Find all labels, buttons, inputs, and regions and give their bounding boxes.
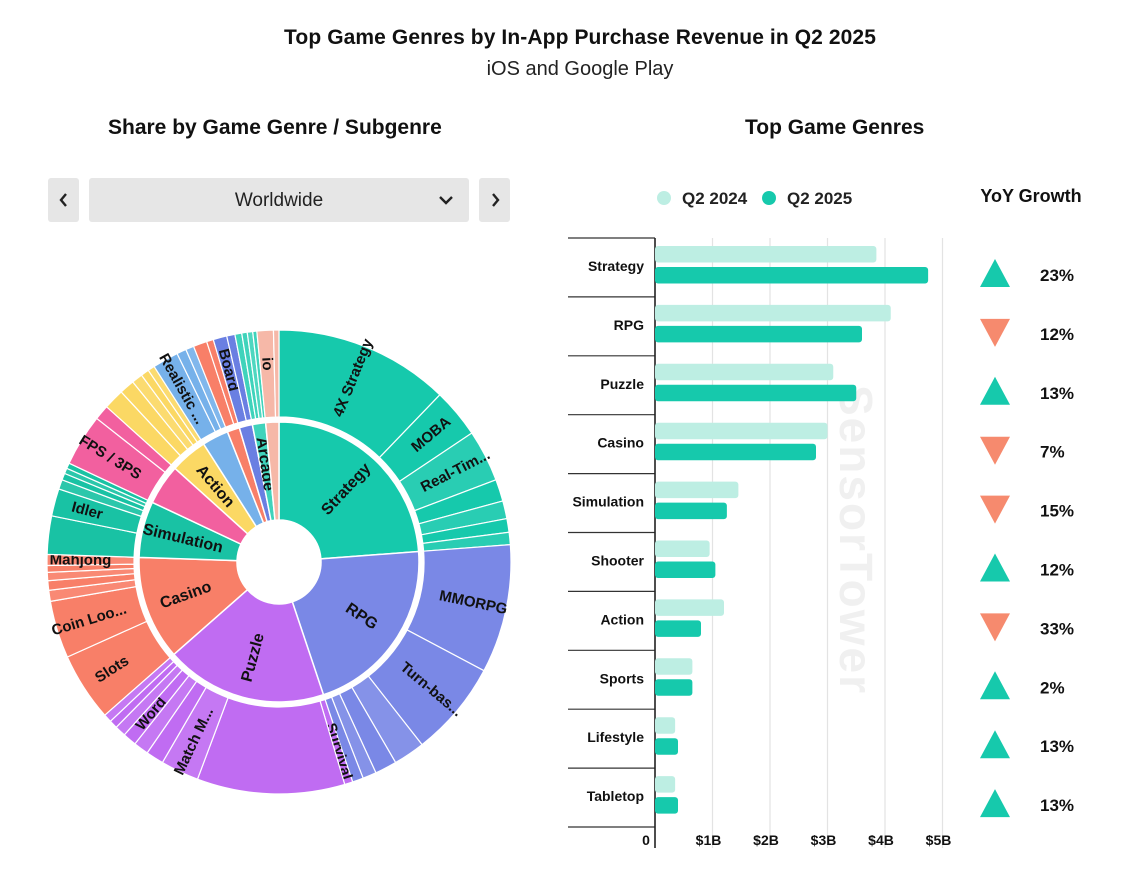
category-label-puzzle: Puzzle	[600, 376, 644, 392]
sunburst-center-hole	[237, 520, 321, 604]
chevron-right-icon	[491, 193, 500, 207]
sensortower-watermark: SensorTower	[830, 385, 882, 695]
chevron-left-icon	[58, 193, 67, 207]
bar-q2-2025-casino	[655, 443, 816, 461]
bar-q2-2025-sports	[655, 679, 693, 696]
subgenre-label-io: io	[258, 357, 276, 371]
yoy-value-sports: 2%	[1040, 678, 1065, 697]
category-label-casino: Casino	[597, 435, 644, 451]
category-label-action: Action	[600, 611, 644, 627]
genre-bar-chart: SensorTower Q2 2024 Q2 2025 YoY Growth Strat…	[568, 186, 1082, 848]
yoy-down-triangle-icon-casino	[980, 436, 1010, 465]
bar-q2-2024-rpg	[655, 304, 891, 322]
sunburst-ring-gap	[134, 417, 424, 707]
legend-swatch-q2-2025	[762, 191, 776, 205]
yoy-up-triangle-icon-tabletop	[980, 789, 1010, 818]
category-label-sports: Sports	[600, 670, 645, 686]
x-tick-label-1: $1B	[696, 832, 722, 848]
yoy-value-lifestyle: 13%	[1040, 737, 1074, 756]
legend-label-q2-2025: Q2 2025	[787, 189, 852, 208]
bar-q2-2025-rpg	[655, 325, 862, 343]
yoy-down-triangle-icon-simulation	[980, 495, 1010, 524]
category-label-shooter: Shooter	[591, 553, 644, 569]
sunburst-title: Share by Game Genre / Subgenre	[108, 116, 442, 139]
bar-q2-2024-tabletop	[655, 776, 676, 793]
yoy-value-shooter: 12%	[1040, 561, 1074, 580]
x-tick-label-2: $2B	[753, 832, 779, 848]
yoy-value-puzzle: 13%	[1040, 384, 1074, 403]
yoy-value-tabletop: 13%	[1040, 796, 1074, 815]
bar-q2-2024-lifestyle	[655, 717, 676, 734]
yoy-up-triangle-icon-lifestyle	[980, 730, 1010, 759]
bar-q2-2024-shooter	[655, 540, 710, 557]
bar-q2-2025-lifestyle	[655, 738, 678, 755]
region-select-value: Worldwide	[234, 190, 324, 211]
bar-q2-2025-simulation	[655, 502, 727, 520]
genre-slice-rpg	[291, 550, 420, 696]
region-select[interactable]: Worldwide	[89, 178, 469, 222]
page-title: Top Game Genres by In-App Purchase Reven…	[284, 26, 876, 49]
category-label-strategy: Strategy	[588, 258, 644, 274]
bar-q2-2025-action	[655, 620, 701, 637]
next-region-button[interactable]	[479, 178, 510, 222]
yoy-value-rpg: 12%	[1040, 325, 1074, 344]
bar-q2-2024-action	[655, 599, 724, 616]
bar-q2-2025-shooter	[655, 561, 716, 578]
x-tick-label-3: $3B	[811, 832, 837, 848]
category-label-lifestyle: Lifestyle	[587, 729, 644, 745]
yoy-down-triangle-icon-action	[980, 613, 1010, 642]
prev-region-button[interactable]	[48, 178, 79, 222]
page-subtitle: iOS and Google Play	[486, 58, 674, 80]
yoy-down-triangle-icon-rpg	[980, 318, 1010, 347]
x-tick-label-5: $5B	[926, 832, 952, 848]
bar-q2-2024-strategy	[655, 246, 877, 263]
yoy-value-action: 33%	[1040, 619, 1074, 638]
category-label-tabletop: Tabletop	[587, 788, 644, 804]
category-label-rpg: RPG	[614, 317, 644, 333]
category-label-simulation: Simulation	[572, 494, 644, 510]
yoy-value-strategy: 23%	[1040, 266, 1074, 285]
bar-q2-2024-simulation	[655, 481, 739, 499]
yoy-up-triangle-icon-shooter	[980, 553, 1010, 582]
bar-chart-title: Top Game Genres	[745, 116, 925, 139]
chevron-down-icon	[439, 196, 453, 205]
yoy-growth-header: YoY Growth	[980, 186, 1081, 206]
yoy-up-triangle-icon-strategy	[980, 259, 1010, 287]
x-tick-label-4: $4B	[868, 832, 894, 848]
bar-q2-2024-casino	[655, 422, 828, 440]
bar-q2-2025-tabletop	[655, 797, 678, 814]
yoy-up-triangle-icon-sports	[980, 671, 1010, 700]
bar-q2-2024-sports	[655, 658, 693, 675]
legend-label-q2-2024: Q2 2024	[682, 189, 748, 208]
x-tick-label-0: 0	[642, 832, 650, 848]
sunburst-chart: 4X StrategyMOBAReal-Tim...StrategyMMORPG…	[46, 329, 512, 795]
bar-q2-2024-puzzle	[655, 363, 834, 381]
yoy-up-triangle-icon-puzzle	[980, 376, 1010, 405]
legend-swatch-q2-2024	[657, 191, 671, 205]
bar-q2-2025-puzzle	[655, 384, 857, 402]
yoy-value-casino: 7%	[1040, 443, 1065, 462]
bar-q2-2025-strategy	[655, 267, 929, 284]
yoy-value-simulation: 15%	[1040, 502, 1074, 521]
